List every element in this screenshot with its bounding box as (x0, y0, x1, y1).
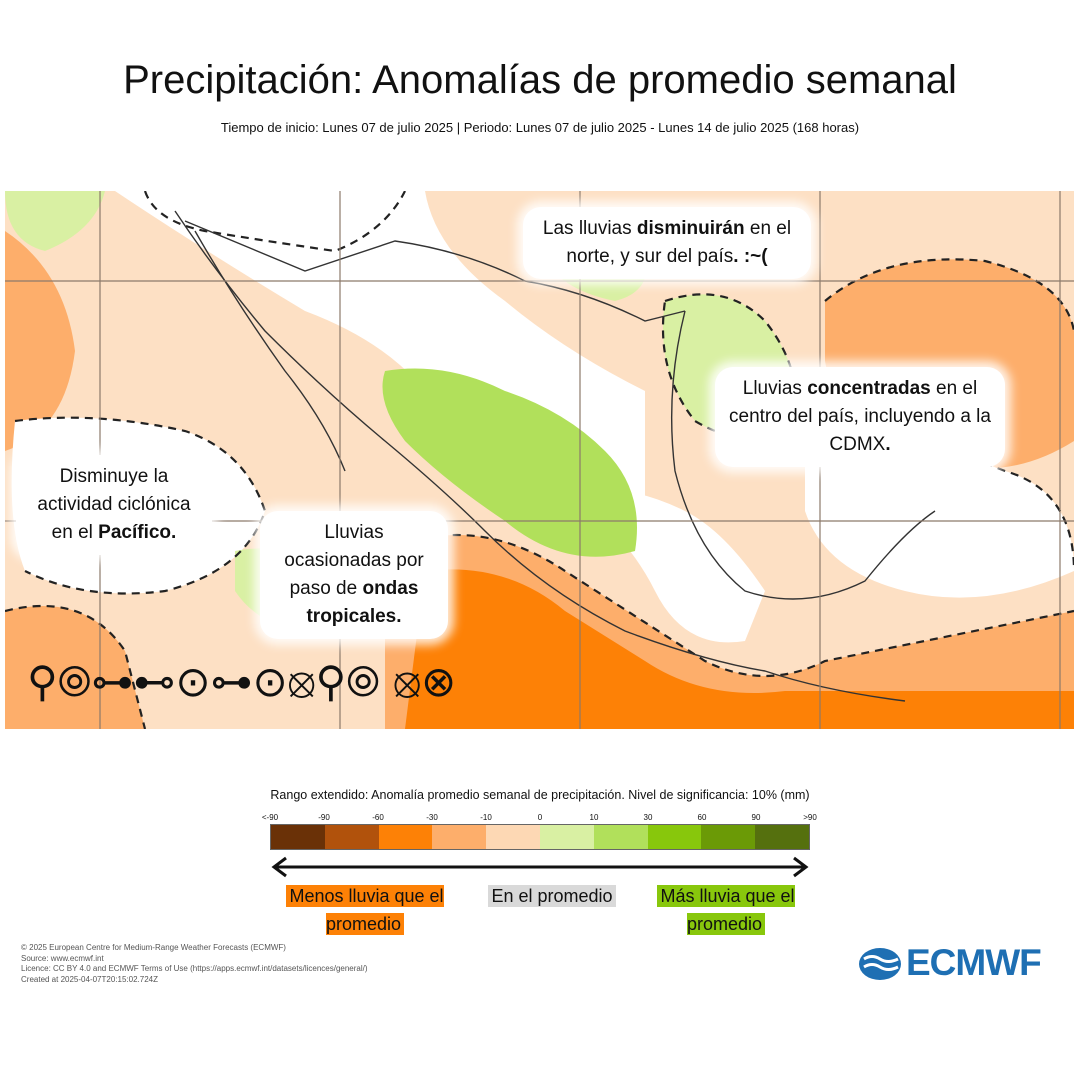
map-canvas: ⚲⦾⊶⊷⊙⊶⊙⦻⚲⦾ ⦻⊗ (5, 191, 1074, 729)
legend-less-rain: Menos lluvia que el promedio (282, 882, 448, 938)
ecmwf-logo: ECMWF (858, 942, 1042, 986)
annotation-pacific-cyclones: Disminuye la actividad ciclónica en el P… (16, 455, 212, 555)
anomaly-region-orange-sw (5, 606, 145, 729)
legend-color-swatch (378, 825, 433, 849)
significance-contour-1 (14, 416, 267, 595)
coastline-gulf (670, 310, 936, 600)
credits-footer: © 2025 European Centre for Medium-Range … (21, 943, 368, 984)
legend-title: Rango extendido: Anomalía promedio seman… (270, 788, 810, 802)
legend-tick: -90 (318, 813, 330, 822)
coastline-baja (194, 230, 346, 472)
significance-contour-2 (804, 443, 1074, 572)
legend-tick: -30 (426, 813, 438, 822)
legend-tick: 60 (697, 813, 707, 822)
legend-color-swatch (324, 825, 379, 849)
legend-color-swatch (593, 825, 648, 849)
legend-color-swatch (755, 825, 809, 849)
legend-color-swatch (701, 825, 756, 849)
legend-tick: <-90 (261, 813, 279, 822)
anomaly-region-orange-strong (405, 569, 1074, 729)
legend-tick: >90 (803, 813, 817, 822)
legend-tick: 0 (537, 813, 543, 822)
wet-region-central (382, 368, 637, 557)
legend-color-swatch (432, 825, 487, 849)
legend-colorbar (270, 824, 810, 850)
legend-color-swatch (486, 825, 540, 849)
ecmwf-logo-icon (859, 948, 901, 980)
legend-tick: -60 (372, 813, 384, 822)
coastline-pacific (174, 210, 906, 702)
wet-region-topleft (5, 191, 105, 251)
legend-tick: 30 (643, 813, 653, 822)
double-arrow-icon (271, 856, 809, 878)
legend-color-swatch (539, 825, 594, 849)
legend-tick: -10 (480, 813, 492, 822)
legend-tick: 90 (751, 813, 761, 822)
page-subtitle: Tiempo de inicio: Lunes 07 de julio 2025… (220, 120, 860, 135)
significance-contour-7 (143, 191, 406, 253)
significance-contour-5 (5, 604, 147, 729)
legend-average: En el promedio (480, 882, 624, 910)
annotation-tropical-waves: Lluvias ocasionadas por paso de ondas tr… (260, 511, 448, 639)
tropical-cyclone-symbols: ⚲⦾⊶⊷⊙⊶⊙⦻⚲⦾ ⦻⊗ (27, 657, 456, 706)
legend-tick: 10 (589, 813, 599, 822)
legend-color-swatch (271, 825, 325, 849)
legend-more-rain: Más lluvia que el promedio (652, 882, 800, 938)
legend-color-swatch (647, 825, 702, 849)
annotation-center-concentrated: Lluvias concentradas en el centro del pa… (715, 367, 1005, 467)
precipitation-anomaly-map: ⚲⦾⊶⊷⊙⊶⊙⦻⚲⦾ ⦻⊗ Las lluvias disminuirán en… (5, 191, 1074, 729)
annotation-north-south-decrease: Las lluvias disminuirán en el norte, y s… (523, 207, 811, 279)
anomaly-region-orange-west (5, 231, 75, 451)
legend-ticks: <-90 -90 -60 -30 -10 0 10 30 60 90 >90 (262, 813, 817, 823)
page-title: Precipitación: Anomalías de promedio sem… (123, 58, 957, 102)
